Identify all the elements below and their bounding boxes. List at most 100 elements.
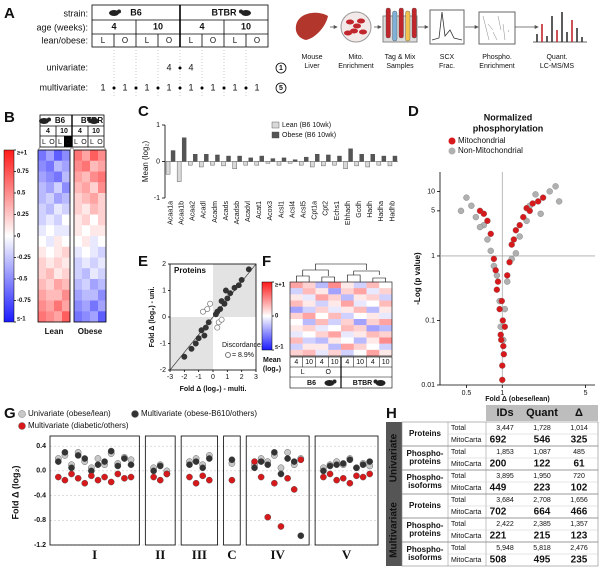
age: 4 xyxy=(78,128,82,135)
point xyxy=(463,194,470,201)
mito-icon xyxy=(353,23,361,29)
row-label: MitoCarta xyxy=(451,461,481,468)
cell-value: 2,422 xyxy=(496,521,514,528)
discordance-icon xyxy=(225,352,231,358)
univariate-count: 4 xyxy=(166,62,171,72)
x-tick-label: Acadvl xyxy=(245,201,252,222)
legend-label: Obese (B6 10wk) xyxy=(282,132,336,139)
heatmap-cell xyxy=(90,279,99,290)
point xyxy=(68,470,75,478)
heatmap-cell xyxy=(379,300,393,307)
group-label: Phospho- xyxy=(407,449,444,458)
cell-value: 1,728 xyxy=(533,425,551,432)
group-label: proteins xyxy=(409,457,441,466)
heatmap-cell xyxy=(315,325,329,332)
heatmap-cell xyxy=(290,300,303,307)
heatmap-cell xyxy=(315,343,329,351)
heatmap-cell xyxy=(90,311,99,323)
point xyxy=(487,230,494,238)
heatmap-cell xyxy=(62,300,71,312)
heatmap-cell xyxy=(62,289,71,301)
heatmap-cell xyxy=(38,225,47,237)
cell-value: 221 xyxy=(490,531,507,542)
heatmap-cell xyxy=(328,337,342,344)
cell-value: 720 xyxy=(573,473,585,480)
point xyxy=(81,479,89,487)
cell-value: 123 xyxy=(571,531,588,542)
strain: B6 xyxy=(130,7,142,17)
heatmap-cell xyxy=(38,160,47,172)
age: 4 xyxy=(199,21,204,31)
heatmap-cell xyxy=(62,182,71,194)
heatmap-cell xyxy=(90,246,99,258)
point xyxy=(493,272,500,279)
compare-dot xyxy=(244,86,248,90)
x-tick-label: Acadm xyxy=(212,201,219,223)
group-label: IV xyxy=(270,547,285,562)
cell-value: 235 xyxy=(571,555,588,566)
cell-value: 122 xyxy=(534,459,551,470)
heatmap-cell xyxy=(74,214,83,226)
heatmap-cell xyxy=(90,289,99,301)
heatmap-cell xyxy=(54,182,63,194)
heatmap-cell xyxy=(82,268,91,280)
heatmap-cell xyxy=(54,236,63,247)
point xyxy=(127,461,135,469)
network-edge xyxy=(502,23,506,41)
heatmap-cell xyxy=(46,193,55,204)
heatmap-cell xyxy=(315,337,329,344)
point xyxy=(532,191,539,198)
x-tick-label: Acads xyxy=(223,201,230,221)
row-label: univariate: xyxy=(46,62,88,72)
step-label: SCX xyxy=(440,54,455,61)
heatmap-cell xyxy=(46,171,55,183)
group: L xyxy=(233,36,238,45)
dendrogram xyxy=(347,274,361,282)
y-tick-label: 0.01 xyxy=(421,382,435,389)
legend-label: Univariate (obese/lean) xyxy=(28,409,111,418)
heatmap-cell xyxy=(290,282,303,289)
point xyxy=(231,284,238,291)
point xyxy=(101,473,108,481)
point xyxy=(476,223,484,231)
dendrogram xyxy=(296,275,310,282)
colorbar xyxy=(3,149,15,323)
x-tick-label: 5 xyxy=(584,390,588,397)
point xyxy=(192,479,200,487)
mouse-icon xyxy=(47,117,51,122)
group: O xyxy=(326,369,332,376)
heatmap-cell xyxy=(74,289,83,301)
heatmap-cell xyxy=(302,306,316,314)
step-label: Mito. xyxy=(348,54,363,61)
heatmap-cell xyxy=(290,337,303,344)
heatmap-cell xyxy=(341,337,354,344)
heatmap-cell xyxy=(90,182,99,194)
cell-value: 664 xyxy=(534,507,551,518)
heatmap-cell xyxy=(46,246,55,258)
colorbar-label: 0 xyxy=(17,234,21,240)
heatmap-cell xyxy=(341,288,354,295)
colorbar-label: ≤-1 xyxy=(17,317,26,323)
mito-icon xyxy=(359,29,367,35)
colorbar-label: ≤-1 xyxy=(275,345,284,351)
chart-title: phosphorylation xyxy=(473,123,544,133)
point xyxy=(484,217,491,224)
step-label: Samples xyxy=(386,63,414,70)
network-edge xyxy=(497,15,502,31)
mito-icon xyxy=(350,28,358,34)
point xyxy=(290,486,298,493)
heatmap-cell xyxy=(82,160,91,172)
heatmap-cell xyxy=(62,279,71,290)
point xyxy=(114,462,122,470)
compare-dot xyxy=(178,86,182,90)
point xyxy=(520,213,527,221)
heatmap-cell xyxy=(82,150,91,161)
point xyxy=(506,259,513,266)
point xyxy=(499,376,506,384)
y-tick-label: 0 xyxy=(162,314,166,321)
heatmap-cell xyxy=(38,203,47,215)
scx-frame xyxy=(429,9,465,45)
cell-value: 2,708 xyxy=(533,497,551,504)
heatmap-cell xyxy=(62,203,71,215)
